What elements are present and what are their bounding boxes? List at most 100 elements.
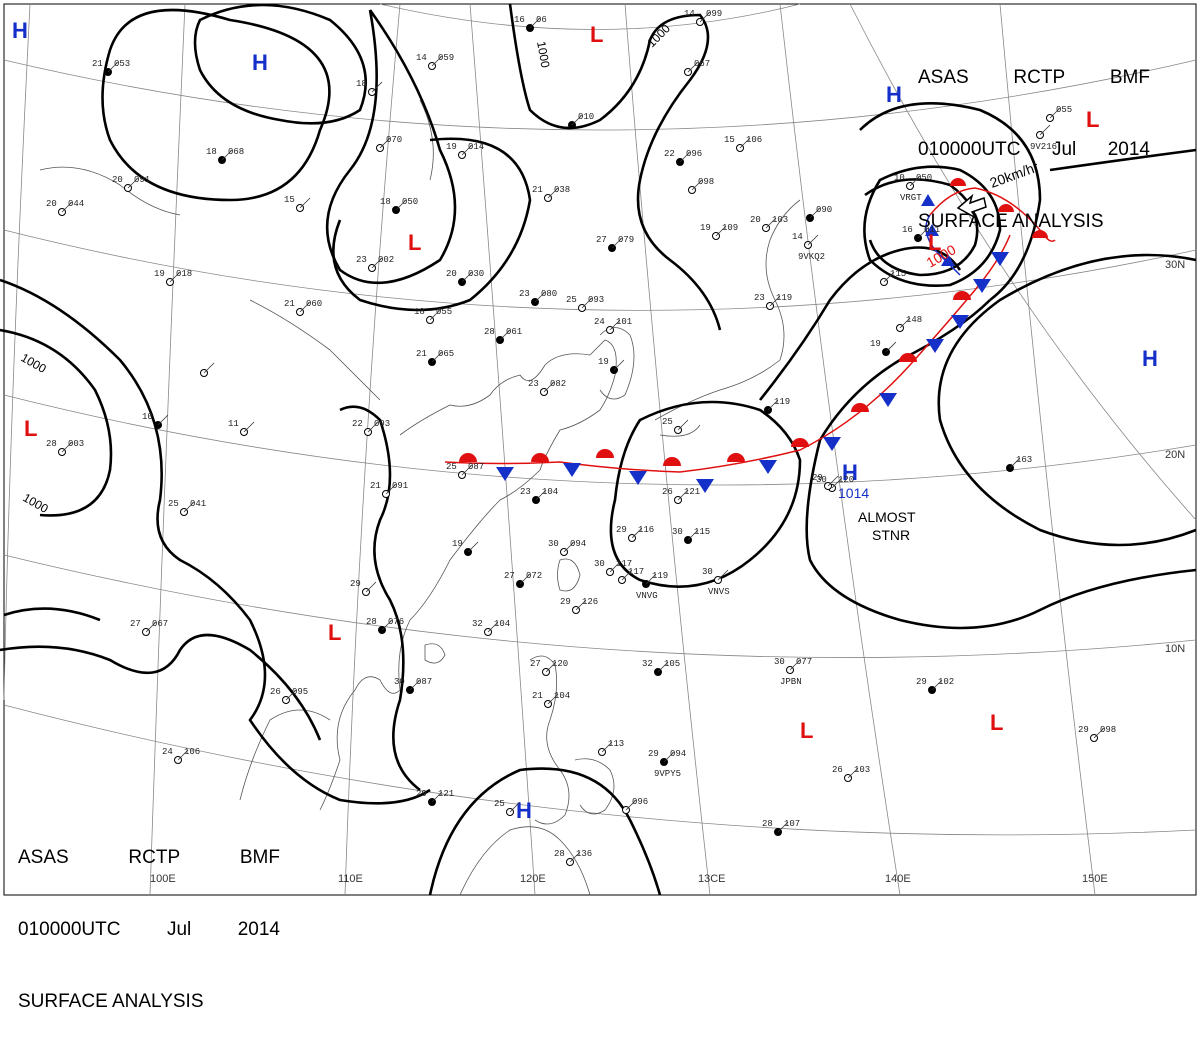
wind-barb: [831, 477, 843, 489]
warm-front: [929, 187, 1056, 242]
wind-barb: [575, 599, 587, 611]
station-pressure: 065: [438, 349, 454, 359]
station-pressure: 096: [632, 797, 648, 807]
station-pressure: 120: [838, 475, 854, 485]
wind-barb: [431, 351, 443, 363]
station-temperature: 16: [514, 15, 525, 25]
station-pressure: 002: [378, 255, 394, 265]
warm-front-semicircle: [950, 178, 966, 186]
station-temperature: 29: [560, 597, 571, 607]
station-temperature: 30: [672, 527, 683, 537]
wind-barb: [429, 309, 441, 321]
cold-front-triangle: [496, 467, 514, 481]
station-id: 9VPY5: [654, 769, 681, 779]
station-pressure: 117: [628, 567, 644, 577]
wind-barb: [1049, 107, 1061, 119]
station-pressure: 093: [588, 295, 604, 305]
wind-barb: [645, 573, 657, 585]
station-plot: 24 106: [162, 747, 200, 764]
station-plot: 25 093: [566, 295, 604, 312]
station-pressure: 104: [542, 487, 558, 497]
cold-front-triangle: [563, 463, 581, 477]
wind-barb: [609, 319, 621, 331]
station-pressure: 061: [506, 327, 522, 337]
warm-front-semicircle: [953, 291, 971, 300]
station-plot: 18 068: [206, 147, 244, 164]
wind-barb: [365, 581, 377, 593]
station-plot: 29 116: [616, 525, 654, 542]
wind-barb: [499, 329, 511, 341]
header-agency: ASAS: [18, 847, 69, 868]
wind-barb: [509, 801, 521, 813]
station-pressure: 055: [1056, 105, 1072, 115]
wind-barb: [687, 529, 699, 541]
station-temperature: 30: [702, 567, 713, 577]
wind-barb: [571, 114, 583, 126]
station-pressure: 055: [436, 307, 452, 317]
map-header-bottom-left: ASAS RCTP BMF 010000UTC Jul 2014 SURFACE ANA…: [18, 798, 280, 1038]
latitude-label: 10N: [1165, 643, 1185, 655]
high-center: H: [886, 82, 902, 107]
station-temperature: 20: [112, 175, 123, 185]
station-plot: 28 061: [484, 327, 522, 344]
station-plot: 26 095: [270, 687, 308, 704]
wind-barb: [687, 61, 699, 73]
station-pressure: 038: [554, 185, 570, 195]
pressure-centers: H H H H H H L L L L L L L L: [12, 18, 1158, 823]
station-plot: 29 102: [916, 677, 954, 694]
station-plot: 29 121: [416, 789, 454, 806]
header-issuer: RCTP: [128, 847, 181, 868]
wind-barb: [145, 621, 157, 633]
wind-barb: [431, 791, 443, 803]
station-temperature: 21: [284, 299, 295, 309]
station-temperature: 23: [519, 289, 530, 299]
coastlines: [39, 99, 801, 896]
station-temperature: 16: [902, 225, 913, 235]
station-plot: 21 053: [92, 59, 130, 76]
cold-front-triangle: [696, 479, 714, 493]
wind-barb: [885, 341, 897, 353]
station-pressure: 106: [184, 747, 200, 757]
station-pressure: 101: [616, 317, 632, 327]
station-temperature: 15: [724, 135, 735, 145]
station-pressure: 077: [796, 657, 812, 667]
station-pressure: 050: [916, 173, 932, 183]
station-plot: 15 106: [724, 135, 762, 152]
station-plot: 30 077 JPBN: [774, 657, 812, 687]
station-pressure: 121: [438, 789, 454, 799]
cold-front-triangle: [629, 471, 647, 485]
wind-barb: [715, 225, 727, 237]
station-temperature: 27: [504, 571, 515, 581]
station-pressure: 121: [684, 487, 700, 497]
wind-barb: [371, 257, 383, 269]
station-temperature: 27: [596, 235, 607, 245]
station-plot: 27 120: [530, 659, 568, 676]
station-temperature: 20: [446, 269, 457, 279]
station-temperature: 25: [662, 417, 673, 427]
wind-barb: [609, 561, 621, 573]
station-temperature: 20: [750, 215, 761, 225]
station-plot: 18 050: [380, 197, 418, 214]
station-temperature: 10: [894, 173, 905, 183]
warm-front-semicircle: [459, 453, 477, 462]
station-pressure: 087: [468, 462, 484, 472]
wind-barb: [899, 317, 911, 329]
warm-front-semicircle: [663, 457, 681, 466]
wind-barb: [1009, 457, 1021, 469]
station-temperature: 25: [446, 462, 457, 472]
station-pressure: 011: [924, 225, 940, 235]
station-pressure: 126: [582, 597, 598, 607]
station-temperature: 23: [520, 487, 531, 497]
wind-barb: [769, 295, 781, 307]
station-plot: 29: [350, 579, 377, 596]
station-pressure: 120: [552, 659, 568, 669]
wind-barb: [487, 621, 499, 633]
station-temperature: 21: [92, 59, 103, 69]
wind-barb: [581, 297, 593, 309]
station-temperature: 25: [168, 499, 179, 509]
station-pressure: 041: [190, 499, 206, 509]
wind-barb: [739, 137, 751, 149]
station-temperature: 22: [664, 149, 675, 159]
station-temperature: 19: [598, 357, 609, 367]
